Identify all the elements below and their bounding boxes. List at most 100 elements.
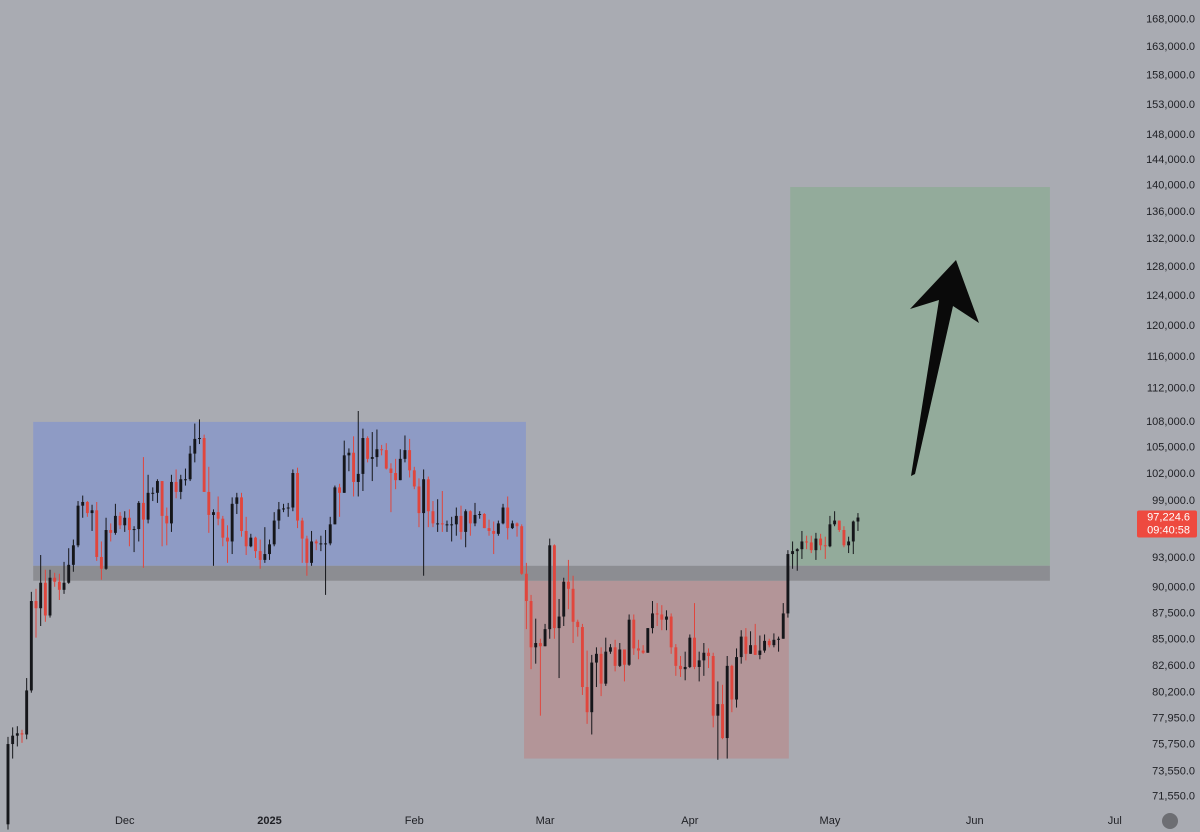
x-tick-label: Jul [1108, 815, 1122, 827]
candle-body [268, 544, 271, 555]
candle-body [805, 541, 809, 543]
candle-body [226, 537, 229, 542]
candle-body [524, 573, 528, 602]
candle-body [151, 492, 155, 494]
candle-body [389, 468, 393, 474]
candle-body [207, 491, 211, 515]
y-tick-label: 82,600.0 [1152, 660, 1195, 672]
candle-body [412, 470, 416, 487]
candle-body [454, 515, 458, 525]
candle-body [613, 647, 617, 666]
candle-body [730, 665, 734, 700]
candle-body [366, 438, 370, 459]
y-tick-label: 132,000.0 [1146, 233, 1195, 245]
candle-body [711, 656, 715, 716]
candle-body [356, 473, 360, 482]
candle-body [623, 649, 626, 665]
x-tick-label: 2025 [257, 815, 281, 827]
y-tick-label: 73,550.0 [1152, 765, 1195, 777]
candle-body [370, 457, 374, 459]
candle-body [127, 517, 131, 531]
y-tick-label: 87,500.0 [1152, 607, 1195, 619]
candle-body [319, 543, 323, 545]
last-price-label: 97,224.6 [1147, 511, 1190, 523]
candle-body [286, 507, 290, 509]
candle-body [749, 645, 752, 654]
y-tick-label: 153,000.0 [1146, 99, 1195, 111]
candle-body [501, 507, 505, 524]
candle-body [828, 524, 832, 547]
candle-body [254, 537, 257, 552]
candle-body [534, 643, 538, 648]
candle-body [786, 554, 790, 614]
candle-body [576, 621, 580, 628]
y-tick-label: 158,000.0 [1146, 70, 1195, 82]
candle-body [43, 582, 47, 616]
y-tick-label: 120,000.0 [1146, 320, 1195, 332]
x-tick-label: Mar [536, 815, 555, 827]
candle-body [637, 648, 640, 651]
candle-body [851, 521, 855, 542]
candle-body [193, 438, 197, 454]
candle-body [655, 613, 659, 615]
y-tick-label: 116,000.0 [1147, 351, 1195, 363]
candle-body [235, 497, 239, 504]
candle-body [618, 649, 622, 666]
candle-body [669, 616, 673, 648]
candle-body [590, 662, 594, 713]
candle-body [739, 636, 743, 658]
candle-body [459, 515, 463, 532]
y-tick-label: 124,000.0 [1146, 290, 1195, 302]
candle-body [847, 541, 851, 546]
y-tick-label: 108,000.0 [1146, 416, 1195, 428]
y-tick-label: 93,000.0 [1152, 552, 1195, 564]
candle-body [333, 487, 337, 525]
y-tick-label: 85,000.0 [1152, 634, 1195, 646]
y-tick-label: 144,000.0 [1146, 154, 1195, 166]
candle-body [347, 452, 351, 456]
candle-body [482, 514, 486, 529]
candle-body [632, 619, 636, 649]
candle-body [39, 582, 43, 609]
y-tick-label: 80,200.0 [1152, 687, 1195, 699]
candle-body [48, 577, 52, 616]
candle-body [837, 520, 841, 531]
candle-body [823, 545, 827, 547]
candle-body [62, 582, 66, 590]
candle-body [123, 517, 127, 526]
candle-body [398, 458, 402, 481]
candle-body [277, 509, 281, 521]
candle-body [394, 473, 398, 481]
candle-body [258, 551, 262, 560]
candle-body [580, 627, 584, 688]
candle-body [113, 515, 117, 533]
candle-body [99, 556, 103, 569]
candle-body [408, 450, 412, 471]
candle-body [604, 651, 608, 684]
candle-body [118, 515, 122, 526]
candle-body [104, 530, 108, 569]
candle-body [585, 687, 589, 713]
candle-body [665, 616, 668, 620]
candle-body [212, 512, 215, 515]
axes: 168,000.0 163,000.0 158,000.0 153,000.0 148,… [115, 14, 1197, 827]
candle-body [753, 645, 757, 655]
candle-body [132, 529, 136, 531]
y-tick-label: 128,000.0 [1146, 261, 1195, 273]
candle-body [693, 637, 696, 667]
candle-body [25, 690, 29, 735]
candle-body [814, 538, 818, 551]
candle-body [492, 530, 496, 534]
candle-body [819, 538, 823, 546]
y-tick-label: 75,750.0 [1152, 739, 1195, 751]
settings-icon[interactable] [1162, 813, 1178, 829]
candle-body [543, 629, 547, 647]
candle-body [795, 549, 799, 552]
candle-body [314, 541, 318, 544]
candle-body [198, 438, 201, 440]
candle-body [174, 481, 178, 492]
candle-body [809, 542, 813, 551]
candle-body [71, 545, 75, 565]
candle-body [216, 512, 220, 519]
candle-body [487, 528, 491, 531]
